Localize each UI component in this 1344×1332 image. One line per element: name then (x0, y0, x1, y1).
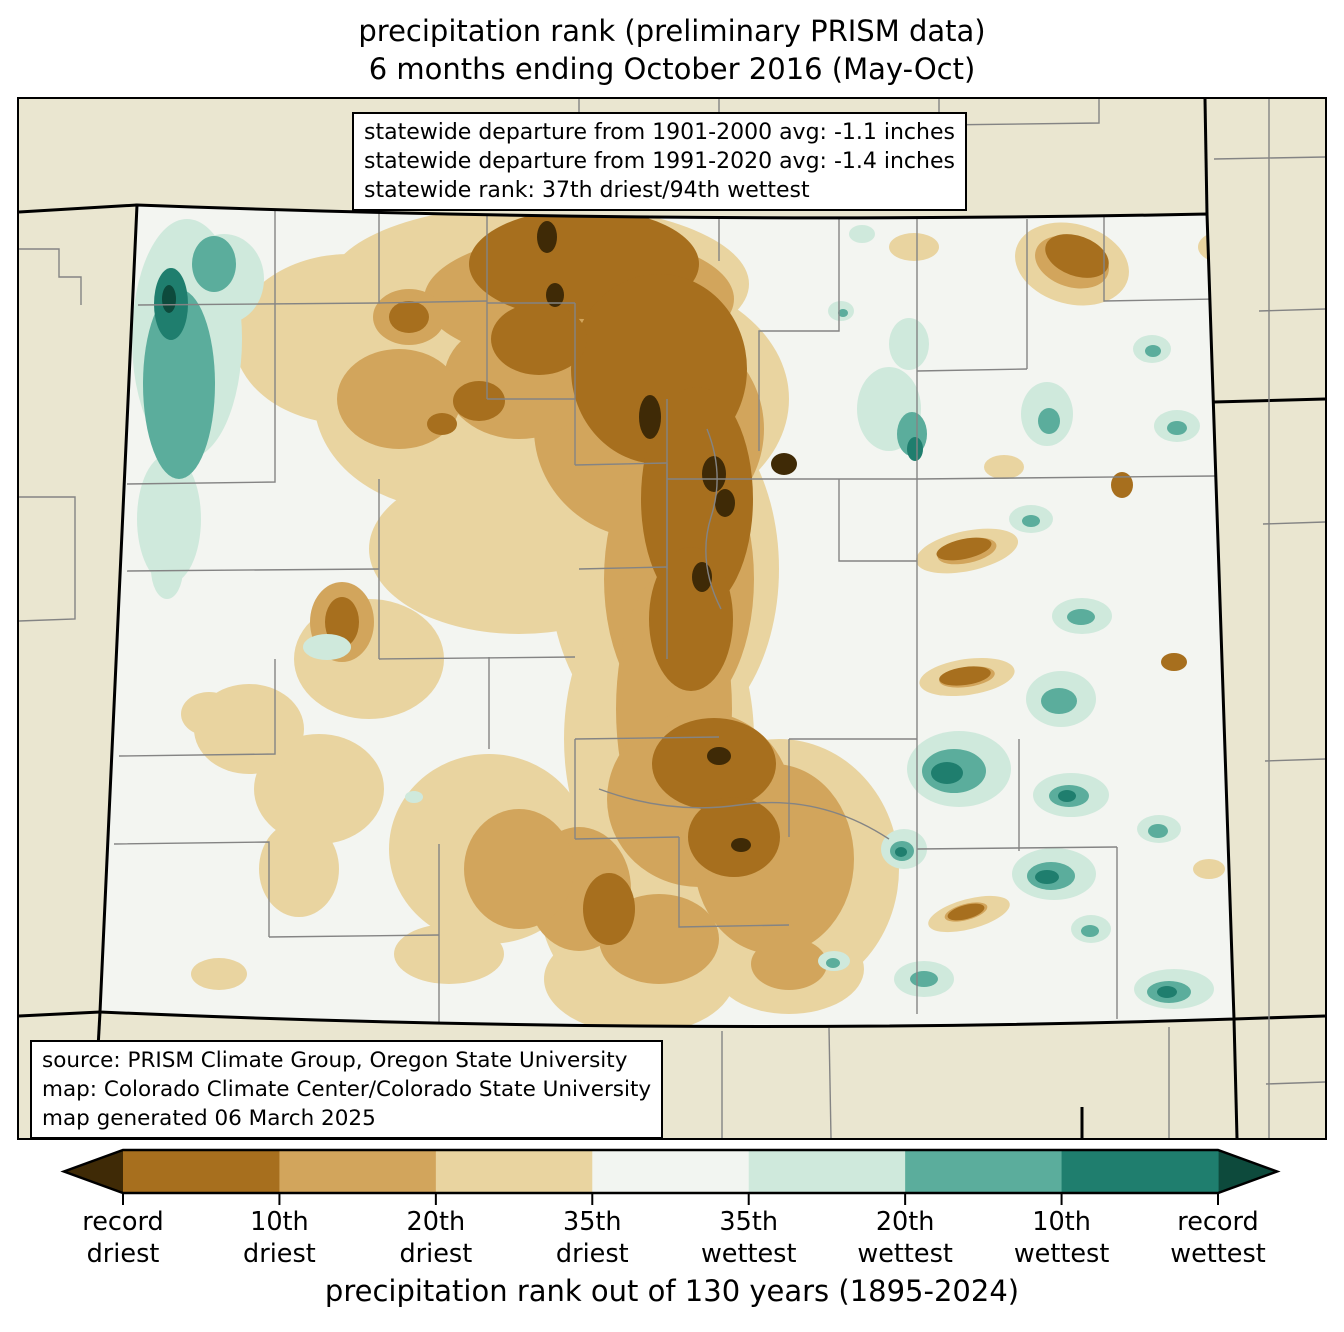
colorbar-segment (905, 1150, 1063, 1193)
colorbar-segment (748, 1150, 906, 1193)
precipitation-rank-colorbar: record driest 10th driest 20th driest 35th drie… (60, 1148, 1281, 1269)
stats-line-1: statewide departure from 1901-2000 avg: … (364, 120, 955, 145)
colorbar-tick-label: 35th wettest (701, 1207, 797, 1269)
colorbar-segment (279, 1150, 437, 1193)
stats-line-2: statewide departure from 1991-2020 avg: … (364, 149, 955, 174)
source-attribution-box: source: PRISM Climate Group, Oregon Stat… (30, 1040, 664, 1139)
colorado-county-lines (113, 207, 1216, 1027)
colorbar-tick-label: 35th driest (556, 1207, 629, 1269)
title-line-2: 6 months ending October 2016 (May-Oct) (368, 52, 976, 86)
rank-region-record-driest (537, 221, 797, 852)
colorado-state-border (98, 203, 1236, 1029)
colorbar-axis-label: precipitation rank out of 130 years (189… (324, 1274, 1020, 1308)
colorbar-tick-label: 20th wettest (857, 1207, 953, 1269)
colorbar-segment (592, 1150, 750, 1193)
colorbar-segment (123, 1150, 281, 1193)
colorbar-tick-label: record driest (82, 1207, 163, 1269)
colorbar-arrow-record-wettest (1218, 1150, 1277, 1193)
colorbar-tick-label: 20th driest (399, 1207, 472, 1269)
title-line-1: precipitation rank (preliminary PRISM da… (358, 14, 986, 48)
rank-region-10th-driest (325, 209, 1187, 945)
rank-region-record-wettest (162, 285, 176, 313)
source-line-2: map: Colorado Climate Center/Colorado St… (42, 1077, 652, 1102)
figure-title: precipitation rank (preliminary PRISM da… (0, 12, 1344, 88)
map-plot-area: statewide departure from 1901-2000 avg: … (17, 97, 1327, 1140)
source-line-1: source: PRISM Climate Group, Oregon Stat… (42, 1048, 628, 1073)
neighbor-county-lines (19, 99, 1325, 1138)
colorbar-segment (435, 1150, 593, 1193)
stats-line-3: statewide rank: 37th driest/94th wettest (364, 178, 810, 203)
colorado-precipitation-map (19, 99, 1325, 1138)
colorbar-tick-label: record wettest (1170, 1207, 1266, 1269)
colorbar-segment (1061, 1150, 1219, 1193)
colorbar-tick-label: 10th driest (243, 1207, 316, 1269)
colorbar-tick-label: 10th wettest (1014, 1207, 1110, 1269)
statewide-stats-box: statewide departure from 1901-2000 avg: … (352, 112, 967, 211)
source-line-3: map generated 06 March 2025 (42, 1106, 376, 1131)
precipitation-rank-blobs (113, 205, 1234, 1027)
colorbar-arrow-record-driest (64, 1150, 123, 1193)
